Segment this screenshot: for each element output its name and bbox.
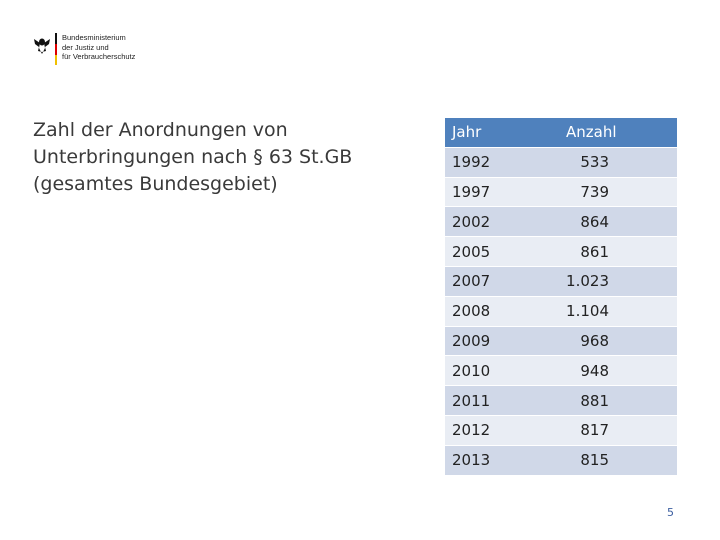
table-cell: 2013 (445, 445, 560, 476)
table-cell: 1.023 (560, 266, 677, 297)
table-cell: 1.104 (560, 296, 677, 327)
table-cell: 2011 (445, 385, 560, 416)
title-line: (gesamtes Bundesgebiet) (33, 173, 278, 195)
logo-emblem (34, 33, 57, 65)
logo-text: Bundesministerium der Justiz und für Verbr… (62, 33, 135, 62)
table-cell: 815 (560, 445, 677, 476)
table-row: 1997 739 (445, 177, 677, 208)
table-cell: 2010 (445, 355, 560, 387)
table-cell: 968 (560, 326, 677, 357)
table-cell: 861 (560, 236, 677, 267)
table-cell: 533 (560, 147, 677, 178)
data-table: Jahr Anzahl 1992 533 1997 739 2002 864 2005 861 20… (445, 118, 677, 476)
header-cell: Jahr (445, 118, 560, 148)
table-cell: 881 (560, 385, 677, 416)
title-line: Unterbringungen nach § 63 St.GB (33, 146, 353, 168)
table-cell: 817 (560, 415, 677, 446)
logo-line: für Verbraucherschutz (62, 52, 136, 61)
table-row: 2009 968 (445, 326, 677, 357)
header-cell: Anzahl (560, 118, 677, 148)
table-row: 2012 817 (445, 415, 677, 446)
table-cell: 2009 (445, 326, 560, 357)
table-row: 2010 948 (445, 355, 677, 387)
table-row: 2002 864 (445, 206, 677, 238)
table-cell: 2002 (445, 206, 560, 238)
slide-title: Zahl der Anordnungen von Unterbringungen … (33, 117, 413, 198)
page-number: 5 (667, 506, 674, 519)
table-row: 2008 1.104 (445, 296, 677, 327)
table-cell: 2008 (445, 296, 560, 327)
table-cell: 2005 (445, 236, 560, 267)
header-row: Jahr Anzahl (445, 118, 677, 148)
table-cell: 864 (560, 206, 677, 238)
table-row: 2011 881 (445, 385, 677, 416)
title-line: Zahl der Anordnungen von (33, 119, 288, 141)
table-cell: 2012 (445, 415, 560, 446)
table-cell: 948 (560, 355, 677, 387)
table-row: 1992 533 (445, 147, 677, 178)
table-cell: 2007 (445, 266, 560, 297)
logo-line: Bundesministerium (62, 33, 126, 42)
table-row: 2007 1.023 (445, 266, 677, 297)
table-cell: 739 (560, 177, 677, 208)
table-row: 2005 861 (445, 236, 677, 267)
table-row: 2013 815 (445, 445, 677, 476)
table-cell: 1992 (445, 147, 560, 178)
table-cell: 1997 (445, 177, 560, 208)
logo-line: der Justiz und (62, 42, 109, 52)
